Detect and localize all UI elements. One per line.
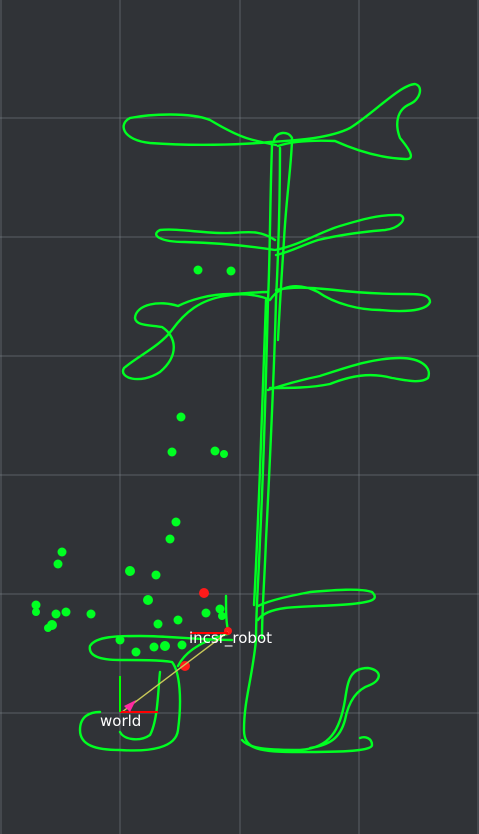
- landmark-point: [61, 607, 71, 617]
- landmark-point: [171, 517, 181, 527]
- world-frame-label: world: [100, 712, 142, 730]
- landmark-point: [44, 624, 52, 632]
- landmarks: [31, 265, 236, 657]
- landmark-point: [151, 570, 161, 580]
- landmark-point: [143, 595, 153, 605]
- landmark-point: [193, 265, 203, 275]
- landmark-point: [218, 612, 226, 620]
- landmark-point: [210, 446, 220, 456]
- landmark-point: [115, 635, 125, 645]
- landmark-point: [153, 619, 163, 629]
- robot-trajectory: [78, 82, 432, 754]
- landmark-point: [201, 608, 211, 618]
- robot-frame-label: incsr_robot: [189, 629, 272, 647]
- landmark-point: [167, 447, 177, 457]
- trajectory-branch: [266, 356, 431, 392]
- trajectory-trunk: [260, 146, 282, 640]
- pose-arrow-icon: [124, 700, 136, 712]
- landmark-point: [32, 608, 40, 616]
- tf-link-line: [121, 631, 229, 713]
- world-frame-axes: [119, 676, 158, 713]
- trajectory-branch: [121, 284, 432, 381]
- trajectory-trunk: [252, 298, 268, 607]
- landmark-point: [215, 604, 225, 614]
- landmark-point: [226, 266, 236, 276]
- trajectory-branch: [240, 666, 380, 752]
- landmark-point: [160, 641, 170, 651]
- observation-point: [180, 661, 190, 671]
- trajectory-branch: [122, 82, 422, 161]
- landmark-point: [131, 647, 141, 657]
- landmark-point: [57, 547, 67, 557]
- landmark-point: [51, 609, 61, 619]
- landmark-point: [173, 615, 183, 625]
- trajectory-branch: [118, 670, 162, 741]
- landmark-point: [86, 609, 96, 619]
- trajectory-branch: [78, 634, 234, 752]
- landmark-point: [125, 566, 135, 576]
- landmark-point: [220, 450, 228, 458]
- observation-point: [199, 588, 209, 598]
- landmark-point: [149, 642, 159, 652]
- landmark-point: [165, 534, 175, 544]
- landmark-point: [177, 640, 187, 650]
- trajectory-branch: [256, 588, 376, 622]
- landmark-point: [31, 600, 41, 610]
- landmark-point: [176, 412, 186, 422]
- landmark-point: [53, 559, 63, 569]
- trajectory-branch: [154, 213, 405, 257]
